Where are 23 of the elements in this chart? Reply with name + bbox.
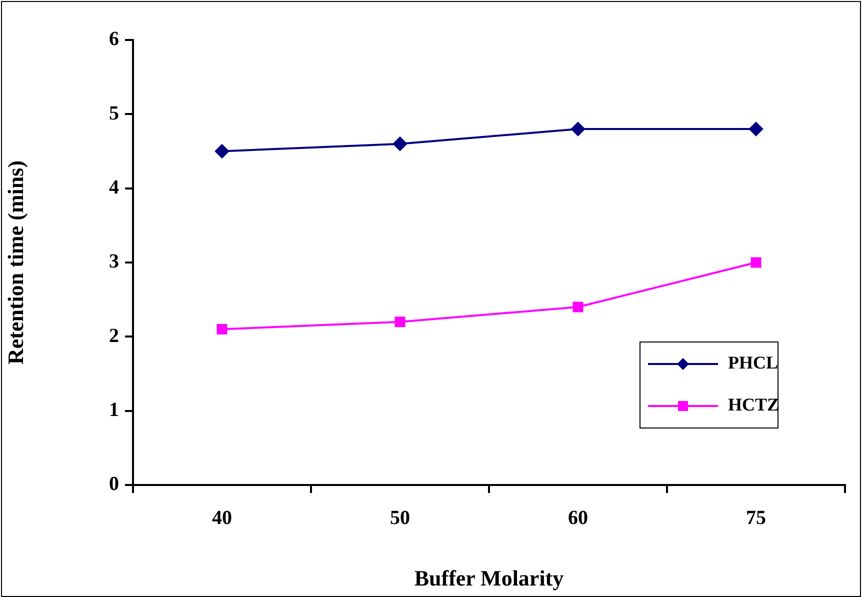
point [749,122,763,136]
y-tick-label: 0 [109,473,119,496]
y-tick-label: 6 [109,28,119,50]
y-axis-title: Retention time (mins) [2,160,28,365]
point [571,122,585,136]
y-tick-label: 2 [109,324,119,347]
point [393,136,407,151]
x-tick-label: 75 [746,507,766,530]
x-tick-label: 60 [568,507,588,530]
x-axis-title: Buffer Molarity [414,565,564,590]
point [750,257,762,268]
point [572,302,584,312]
point [216,324,228,334]
legend-label: HCTZ [728,394,780,415]
y-tick-label: 1 [109,399,119,422]
y-tick-label: 3 [109,250,119,273]
point [394,316,406,328]
y-tick-label: 4 [109,176,119,199]
y-tick-label: 5 [109,102,119,124]
x-tick-label: 50 [390,507,410,530]
x-tick-label: 40 [212,507,232,530]
legend-label: PHCL [728,352,778,373]
point [215,144,229,158]
